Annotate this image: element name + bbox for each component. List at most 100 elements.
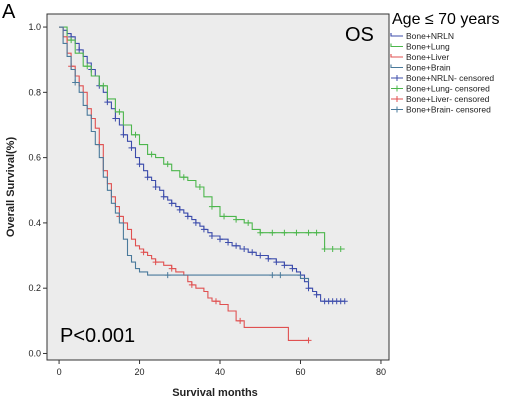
censor-mark-bone-nrln <box>289 265 296 272</box>
plot-area <box>46 13 390 361</box>
legend-item-bone-nrln-censored: Bone+NRLN- censored <box>391 73 494 83</box>
legend-item-bone-brain-censored: Bone+Brain- censored <box>391 105 491 115</box>
legend-label: Bone+Brain- censored <box>406 105 491 115</box>
censor-mark-bone-brain <box>72 79 79 86</box>
series-layer <box>59 26 348 344</box>
censor-mark-bone-lung <box>221 213 228 220</box>
legend-item-bone-liver-censored: Bone+Liver- censored <box>391 94 490 104</box>
censor-mark-bone-brain <box>164 272 171 279</box>
censor-mark-bone-lung <box>257 229 264 236</box>
legend-label: Bone+NRLN <box>406 31 454 41</box>
censor-mark-bone-nrln <box>265 255 272 262</box>
legend-label: Bone+NRLN- censored <box>406 73 494 83</box>
y-tick-label: 0.2 <box>28 283 41 293</box>
legend-item-bone-brain: Bone+Brain <box>390 63 451 73</box>
censor-mark-bone-nrln <box>233 242 240 249</box>
legend-swatch <box>390 43 403 48</box>
x-axis: 0 20 40 60 80 <box>57 360 386 377</box>
x-tick-label: 60 <box>295 367 305 377</box>
series-line-bone-liver <box>59 26 309 341</box>
censor-mark-bone-liver <box>168 265 175 272</box>
censor-mark-bone-nrln <box>136 161 143 168</box>
censor-mark-bone-nrln <box>257 252 264 259</box>
censor-mark-bone-lung <box>337 246 344 253</box>
censor-mark-bone-nrln <box>128 144 135 151</box>
legend-item-bone-liver: Bone+Liver <box>390 52 449 62</box>
y-axis-title: Overall Survival(%) <box>5 137 17 238</box>
legend-label: Bone+Lung <box>406 42 450 52</box>
y-tick-label: 0.0 <box>28 348 41 358</box>
y-tick-label: 0.8 <box>28 87 41 97</box>
censor-mark-bone-nrln <box>200 226 207 233</box>
legend-label: Bone+Liver <box>406 52 449 62</box>
censor-mark-bone-nrln <box>160 193 167 200</box>
legend-label: Bone+Brain <box>406 63 451 73</box>
censor-mark-bone-nrln <box>168 200 175 207</box>
censor-mark-bone-lung <box>321 246 328 253</box>
censor-mark-bone-nrln <box>192 219 199 226</box>
series-line-bone-brain <box>59 26 310 282</box>
legend-swatch <box>391 96 403 102</box>
censor-mark-bone-nrln <box>273 259 280 266</box>
censor-mark-bone-liver <box>188 281 195 288</box>
censor-mark-bone-nrln <box>217 236 224 243</box>
censor-mark-bone-brain <box>269 272 276 279</box>
y-axis: 0.0 0.2 0.4 0.6 0.8 1.0 <box>28 22 47 358</box>
x-tick-label: 80 <box>376 367 386 377</box>
p-value-annotation: P<0.001 <box>60 325 135 347</box>
censor-mark-bone-lung <box>196 184 203 190</box>
censor-mark-bone-nrln <box>305 285 312 292</box>
censor-mark-bone-lung <box>148 151 155 158</box>
censor-mark-bone-lung <box>68 37 75 44</box>
censor-mark-bone-nrln <box>341 298 348 305</box>
x-tick-label: 0 <box>57 367 62 377</box>
y-tick-label: 0.4 <box>28 218 41 228</box>
panel-letter: A <box>2 1 16 23</box>
censor-mark-bone-nrln <box>152 184 159 190</box>
legend-swatch <box>390 64 403 69</box>
legend-item-bone-lung-censored: Bone+Lung- censored <box>391 84 490 94</box>
x-axis-title: Survival months <box>172 387 258 399</box>
censor-mark-bone-nrln <box>225 239 232 246</box>
censor-mark-bone-lung <box>180 174 187 181</box>
censor-mark-bone-lung <box>116 108 123 115</box>
censor-mark-bone-lung <box>208 203 215 210</box>
censor-mark-bone-lung <box>132 131 139 138</box>
censor-mark-bone-lung <box>305 229 312 236</box>
y-tick-label: 0.6 <box>28 153 41 163</box>
censor-mark-bone-nrln <box>208 232 215 239</box>
legend-swatch <box>390 33 403 37</box>
censor-mark-bone-lung <box>329 246 336 253</box>
legend-label: Bone+Lung- censored <box>406 84 490 94</box>
censor-mark-bone-nrln <box>281 262 288 269</box>
censor-mark-bone-lung <box>233 216 240 223</box>
censor-mark-bone-lung <box>281 229 288 236</box>
censor-mark-bone-liver <box>140 249 147 256</box>
censor-mark-bone-nrln <box>313 291 320 298</box>
legend-label: Bone+Liver- censored <box>406 94 490 104</box>
censor-mark-bone-nrln <box>104 99 111 106</box>
censor-mark-bone-lung <box>313 229 320 236</box>
y-tick-label: 1.0 <box>28 22 41 32</box>
censor-mark-bone-lung <box>84 63 91 70</box>
censor-mark-bone-liver <box>212 298 219 305</box>
censor-mark-bone-nrln <box>112 115 119 122</box>
censor-mark-bone-lung <box>100 82 107 89</box>
censor-mark-bone-lung <box>164 161 171 168</box>
censor-mark-bone-nrln <box>144 174 151 181</box>
legend: Bone+NRLNBone+LungBone+LiverBone+BrainBo… <box>390 31 494 115</box>
censor-mark-bone-nrln <box>76 46 83 53</box>
group-label: Age ≤ 70 years <box>392 11 500 28</box>
legend-item-bone-lung: Bone+Lung <box>390 42 450 52</box>
legend-swatch <box>391 106 403 113</box>
legend-item-bone-nrln: Bone+NRLN <box>390 31 454 41</box>
censor-mark-bone-liver <box>152 259 159 266</box>
censor-mark-bone-nrln <box>241 246 248 253</box>
censor-mark-bone-liver <box>237 317 244 324</box>
censor-mark-bone-nrln <box>120 131 127 138</box>
legend-swatch <box>391 75 403 81</box>
censor-mark-bone-brain <box>277 272 284 279</box>
censor-mark-bone-nrln <box>249 249 256 256</box>
censor-mark-bone-liver <box>305 337 312 344</box>
censor-mark-bone-nrln <box>176 206 183 213</box>
